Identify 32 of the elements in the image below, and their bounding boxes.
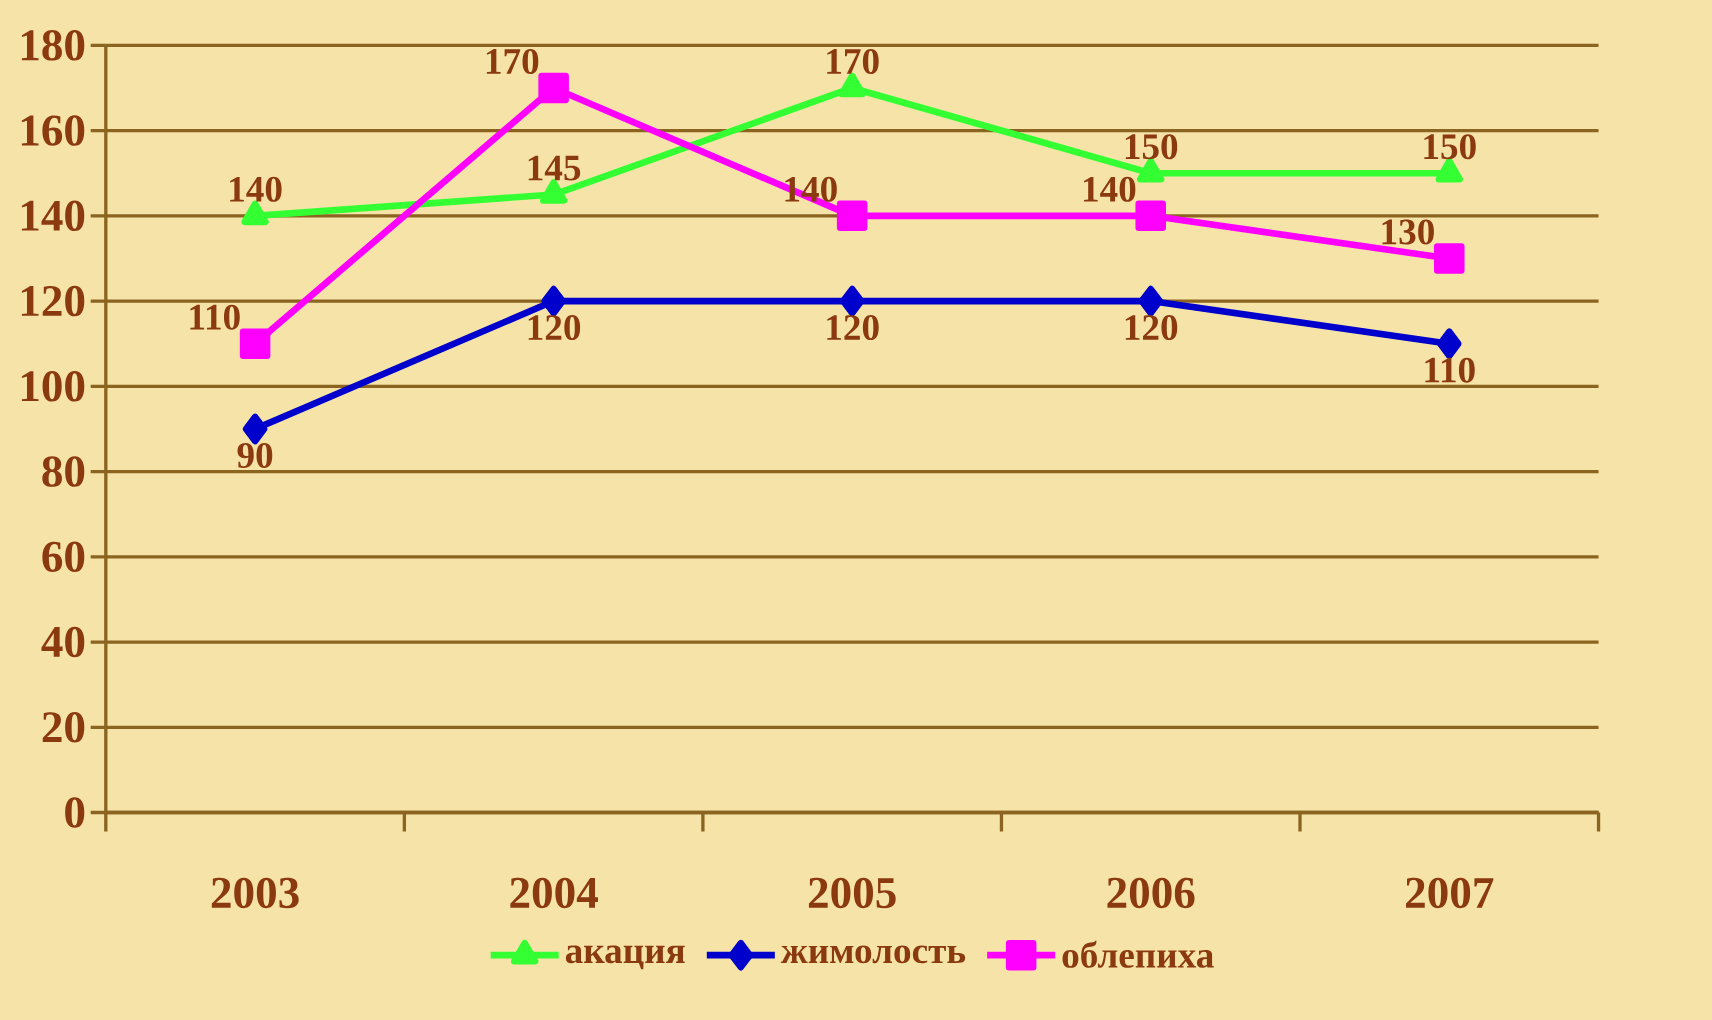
y-tick-label: 20: [42, 711, 85, 743]
y-tick-label: 100: [21, 370, 85, 402]
x-tick-label: 2007: [1406, 877, 1494, 908]
x-tick-label: 2004: [510, 877, 598, 908]
y-tick-label: 120: [21, 285, 85, 317]
y-tick-label: 80: [42, 456, 85, 487]
data-label: 90: [237, 442, 273, 468]
data-label: 150: [1424, 133, 1476, 160]
data-label: 130: [1382, 219, 1434, 245]
x-tick-label: 2003: [211, 877, 299, 908]
x-tick-label: 2005: [808, 877, 896, 908]
data-label: 120: [1125, 314, 1178, 340]
data-label: 110: [190, 304, 240, 330]
data-label: 145: [528, 155, 581, 181]
legend-label: жимолость: [780, 945, 966, 964]
y-tick-label: 0: [65, 797, 85, 828]
legend-label: акация: [565, 945, 685, 970]
data-label: 110: [1425, 357, 1475, 383]
y-tick-label: 180: [21, 29, 85, 61]
data-label: 140: [230, 176, 282, 202]
data-label: 170: [827, 48, 879, 74]
y-tick-label: 40: [41, 626, 85, 658]
data-label: 120: [528, 314, 581, 340]
data-label: 140: [1083, 176, 1136, 202]
data-label: 120: [827, 314, 879, 340]
data-label: 170: [486, 48, 539, 74]
y-tick-label: 160: [21, 115, 85, 146]
x-tick-label: 2006: [1107, 877, 1195, 908]
legend-label: облепиха: [1062, 940, 1214, 968]
y-tick-label: 60: [42, 541, 85, 572]
data-label: 150: [1125, 133, 1178, 160]
y-tick-label: 140: [21, 200, 85, 231]
